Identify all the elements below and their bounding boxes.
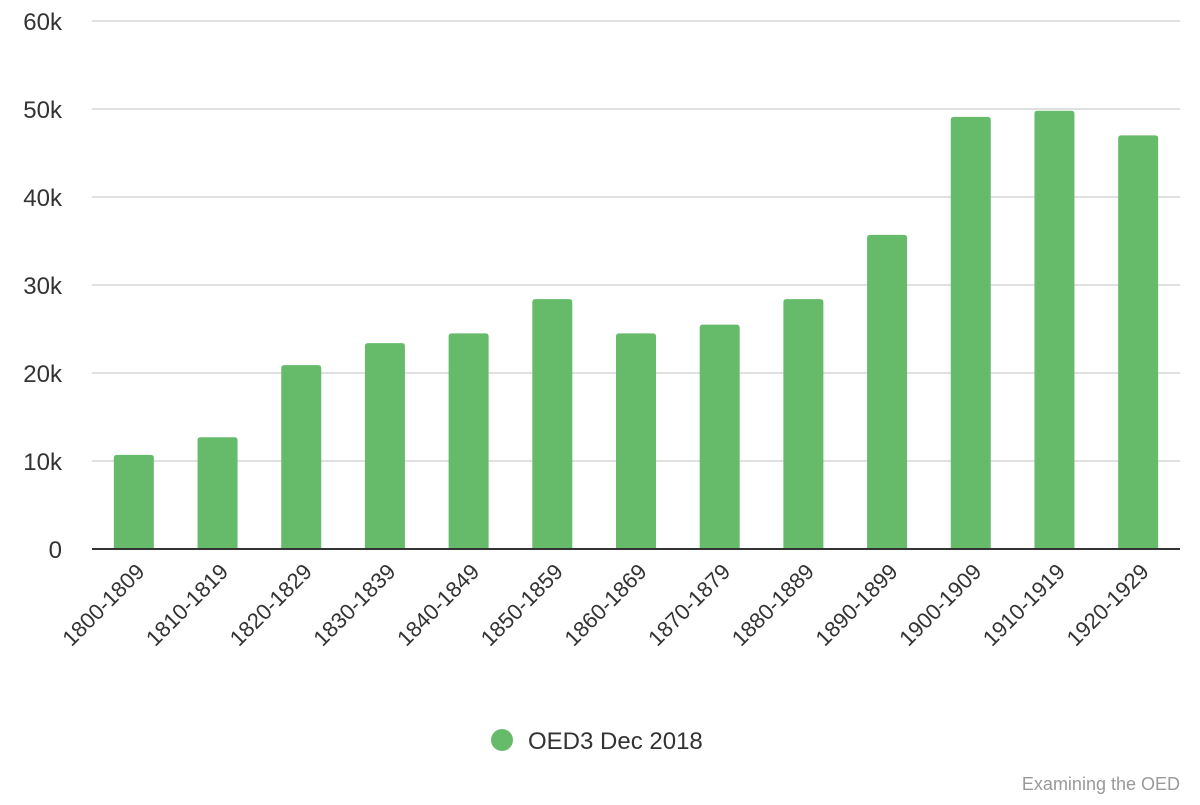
y-tick-label: 30k (23, 273, 63, 300)
y-tick-label: 20k (23, 361, 63, 388)
bars (113, 110, 1159, 550)
x-tick-label: 1870-1879 (643, 559, 735, 651)
bar-1840-1849[interactable] (448, 333, 489, 549)
x-tick-label: 1810-1819 (141, 559, 233, 651)
legend-marker (491, 729, 513, 751)
x-tick-label: 1830-1839 (308, 559, 400, 651)
x-tick-label: 1840-1849 (392, 559, 484, 651)
x-tick-label: 1910-1919 (978, 559, 1070, 651)
legend[interactable]: OED3 Dec 2018 (491, 728, 703, 755)
bar-1810-1819[interactable] (197, 437, 238, 549)
bar-1850-1859[interactable] (532, 299, 573, 549)
bar-1900-1909[interactable] (950, 116, 991, 550)
gridlines (92, 20, 1180, 462)
x-tick-label: 1920-1929 (1062, 559, 1154, 651)
x-tick-label: 1900-1909 (894, 559, 986, 651)
y-tick-label: 10k (23, 449, 63, 476)
bar-1820-1829[interactable] (281, 365, 322, 549)
bar-1860-1869[interactable] (616, 333, 656, 549)
bar-1870-1879[interactable] (699, 324, 740, 549)
legend-label: OED3 Dec 2018 (528, 728, 703, 755)
y-tick-label: 50k (23, 97, 63, 124)
x-tick-label: 1800-1809 (57, 559, 149, 651)
x-tick-label: 1860-1869 (559, 559, 651, 651)
credit-text[interactable]: Examining the OED (1022, 774, 1180, 794)
x-tick-label: 1890-1899 (811, 559, 903, 651)
x-tick-label: 1880-1889 (727, 559, 819, 651)
bar-1830-1839[interactable] (364, 343, 405, 549)
bar-1880-1889[interactable] (783, 299, 824, 549)
bar-1890-1899[interactable] (867, 234, 908, 549)
y-tick-label: 0 (49, 537, 62, 564)
y-tick-label: 60k (23, 9, 63, 36)
bar-1910-1919[interactable] (1034, 110, 1075, 549)
x-tick-label: 1850-1859 (476, 559, 568, 651)
x-tick-label: 1820-1829 (225, 559, 317, 651)
bar-1800-1809[interactable] (113, 454, 154, 549)
y-tick-label: 40k (23, 185, 63, 212)
x-axis-ticks: 1800-18091810-18191820-18291830-18391840… (57, 559, 1153, 651)
bar-1920-1929[interactable] (1118, 135, 1159, 549)
y-axis-ticks: 0 10k 20k 30k 40k 50k 60k (23, 9, 63, 564)
